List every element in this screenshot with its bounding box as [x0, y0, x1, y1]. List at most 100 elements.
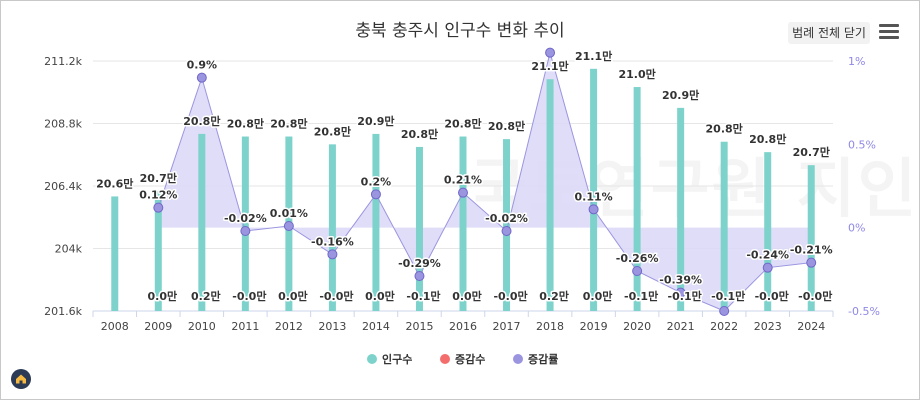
population-bar [764, 152, 772, 311]
x-tick-label: 2009 [144, 320, 172, 333]
population-bar [241, 136, 249, 311]
legend-label: 증감률 [528, 352, 558, 366]
change-label: 0.2만 [539, 289, 569, 303]
x-tick-label: 2017 [493, 320, 521, 333]
legend-toggle-button[interactable]: 범례 전체 닫기 [788, 22, 870, 44]
population-bar [677, 107, 685, 311]
population-label: 20.7만 [140, 171, 177, 185]
rate-label: -0.02% [485, 212, 528, 225]
change-label: 0.2만 [191, 289, 221, 303]
x-tick-label: 2022 [710, 320, 738, 333]
population-label: 20.8만 [183, 114, 220, 128]
change-label: 0.0만 [583, 289, 613, 303]
rate-label: -0.24% [746, 249, 789, 262]
change-label: -0.1만 [624, 289, 658, 303]
population-label: 21.1만 [531, 59, 568, 73]
population-label: 20.9만 [662, 88, 699, 102]
x-tick-label: 2008 [101, 320, 129, 333]
rate-label: -0.16% [311, 235, 354, 248]
population-label: 20.8만 [706, 122, 743, 136]
change-label: -0.0만 [493, 289, 527, 303]
change-label: 0.0만 [365, 289, 395, 303]
x-tick-label: 2014 [362, 320, 390, 333]
rate-point [675, 287, 686, 298]
rate-line [157, 50, 812, 312]
x-tick-label: 2020 [623, 320, 651, 333]
population-label: 20.8만 [488, 119, 525, 133]
rate-point [545, 47, 556, 58]
population-bar [807, 165, 815, 311]
y-left-tick-label: 208.8k [44, 118, 82, 131]
population-label: 21.0만 [618, 67, 655, 81]
change-label: -0.1만 [668, 289, 702, 303]
change-label: -0.0만 [798, 289, 832, 303]
population-label: 20.8만 [401, 127, 438, 141]
rate-label: -0.21% [790, 244, 833, 257]
x-tick-label: 2018 [536, 320, 564, 333]
legend-marker [440, 354, 450, 364]
x-tick-label: 2013 [318, 320, 346, 333]
rate-label: -0.39% [659, 274, 702, 287]
population-label: 20.8만 [749, 132, 786, 146]
hamburger-menu-icon[interactable] [879, 24, 899, 42]
change-label: -0.0만 [232, 289, 266, 303]
y-right-tick-label: 0.5% [848, 138, 876, 151]
rate-point [719, 306, 730, 316]
population-bar [328, 144, 336, 311]
population-bar [720, 141, 728, 311]
population-label: 20.8만 [314, 124, 351, 138]
population-bar [546, 79, 554, 312]
x-tick-label: 2010 [188, 320, 216, 333]
rate-area [158, 52, 812, 312]
rate-label: -0.26% [616, 252, 659, 265]
rate-point [414, 271, 425, 281]
rate-label: 0.01% [270, 207, 308, 220]
x-tick-label: 2015 [405, 320, 433, 333]
change-label: -0.1만 [406, 289, 440, 303]
rate-label: 0.2% [361, 175, 392, 188]
population-bar [590, 68, 598, 311]
population-label: 20.7만 [793, 145, 830, 159]
legend-marker [367, 354, 377, 364]
rate-point [153, 202, 164, 213]
population-label: 20.9만 [357, 114, 394, 128]
rate-label: 0.12% [139, 189, 177, 202]
x-tick-label: 2019 [580, 320, 608, 333]
population-label: 20.8만 [444, 117, 481, 131]
population-label: 20.8만 [227, 117, 264, 131]
x-tick-label: 2012 [275, 320, 303, 333]
y-left-tick-label: 211.2k [44, 55, 82, 68]
change-label: -0.0만 [319, 289, 353, 303]
y-left-tick-label: 201.6k [44, 305, 82, 318]
change-label: 0.0만 [452, 289, 482, 303]
population-bar [111, 196, 119, 311]
y-left-tick-label: 204k [55, 243, 83, 256]
change-label: -0.1만 [711, 289, 745, 303]
change-label: -0.0만 [755, 289, 789, 303]
legend-label: 증감수 [455, 352, 485, 366]
y-right-tick-label: -0.5% [848, 305, 880, 318]
population-bar [154, 191, 162, 311]
rate-label: 0.21% [444, 174, 482, 187]
population-bar [372, 133, 380, 311]
rate-point [762, 262, 773, 273]
legend-label: 인구수 [382, 352, 412, 366]
rate-point [327, 249, 338, 260]
x-tick-label: 2021 [667, 320, 695, 333]
change-label: 0.0만 [278, 289, 308, 303]
population-bar [415, 146, 423, 311]
change-label: 0.0만 [147, 289, 177, 303]
legend-marker [513, 354, 523, 364]
rate-point [283, 221, 294, 231]
y-right-tick-label: 0% [848, 222, 865, 235]
home-icon[interactable] [11, 369, 31, 389]
rate-point [240, 226, 251, 236]
rate-point [370, 189, 381, 200]
rate-point [806, 257, 817, 268]
x-tick-label: 2016 [449, 320, 477, 333]
population-label: 20.6만 [96, 176, 133, 190]
chart-title: 충북 충주시 인구수 변화 추이 [355, 21, 565, 41]
population-label: 20.8만 [270, 117, 307, 131]
x-tick-label: 2023 [754, 320, 782, 333]
